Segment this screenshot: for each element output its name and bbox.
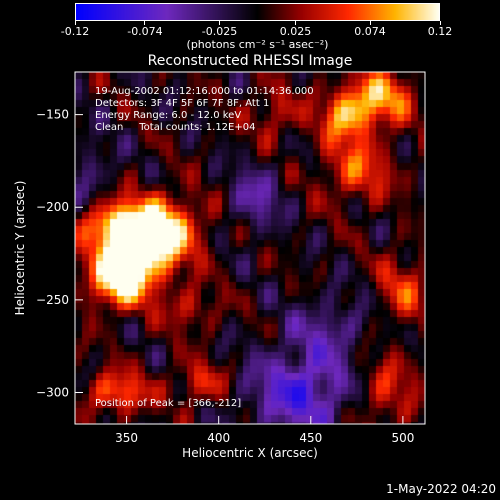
plot-frame [74,71,426,425]
colorbar-tick-label: 0.074 [354,25,386,38]
x-tick-label: 400 [207,431,230,445]
colorbar-tick-mark [439,21,441,25]
x-axis-label: Heliocentric X (arcsec) [182,446,318,460]
annotations: 19-Aug-2002 01:12:16.000 to 01:14:36.000… [95,86,314,134]
y-tick-label: −300 [36,386,69,400]
timestamp: 1-May-2022 04:20 [386,482,496,496]
colorbar-tick-mark [218,21,220,25]
colorbar-tick-mark [369,21,371,25]
colorbar-tick-label: -0.12 [60,25,90,38]
colorbar-tick-label: 0.12 [427,25,453,38]
y-tick-label: −200 [36,200,69,214]
colorbar-tick-label: -0.074 [127,25,163,38]
colorbar [75,3,440,21]
y-axis: −150 −200 −250 −300 [36,108,83,400]
colorbar-label: (photons cm⁻² s⁻¹ asec⁻²) [186,38,329,51]
y-tick-label: −150 [36,108,69,122]
y-axis-label: Heliocentric Y (arcsec) [13,181,27,316]
annotation-energy-range: Energy Range: 6.0 - 12.0 keV [95,110,242,121]
image-panel [75,72,425,424]
x-tick-label: 350 [115,431,138,445]
x-axis: 350 400 450 500 [115,416,414,445]
peak-position-label: Position of Peak = [366,-212] [95,398,242,409]
colorbar-tick-mark [74,21,76,25]
annotation-time-range: 19-Aug-2002 01:12:16.000 to 01:14:36.000 [95,86,314,97]
annotation-detectors: Detectors: 3F 4F 5F 6F 7F 8F, Att 1 [95,98,270,109]
annotation-clean-counts: Clean Total counts: 1.12E+04 [95,122,256,133]
x-tick-label: 450 [299,431,322,445]
colorbar-gradient [76,4,439,20]
x-tick-label: 500 [391,431,414,445]
colorbar-tick-label: -0.025 [201,25,238,38]
colorbar-tick-mark [144,21,146,25]
y-tick-label: −250 [36,293,69,307]
chart-title: Reconstructed RHESSI Image [147,53,353,69]
heatmap-canvas [75,72,425,424]
colorbar-tick-mark [295,21,297,25]
colorbar-tick-label: 0.025 [279,25,312,38]
